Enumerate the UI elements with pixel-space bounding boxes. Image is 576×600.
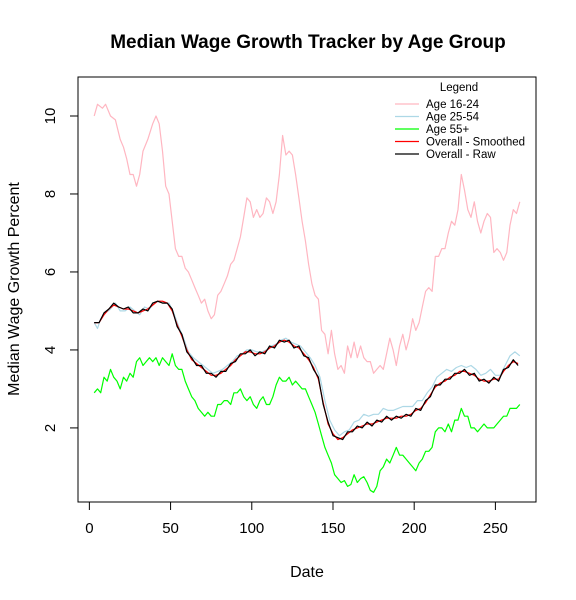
x-tick-label: 250 — [483, 520, 508, 537]
x-tick-label: 100 — [239, 520, 264, 537]
series-line-overall-smoothed — [94, 300, 519, 441]
series-line-age-16-24 — [93, 103, 521, 374]
legend-label-overall-raw: Overall - Raw — [426, 149, 496, 161]
series-layer — [93, 103, 521, 493]
legend-label-age-25-54: Age 25-54 — [426, 112, 480, 124]
series-line-overall-raw — [94, 300, 519, 441]
y-tick-label: 2 — [42, 424, 59, 432]
legend-title: Legend — [440, 82, 478, 94]
legend-label-overall-smoothed: Overall - Smoothed — [426, 137, 525, 149]
x-tick-label: 200 — [402, 520, 427, 537]
x-axis: 0 50 100 150 200 250 — [85, 501, 508, 537]
x-axis-title: Date — [290, 564, 324, 581]
x-tick-label: 0 — [85, 520, 93, 537]
y-tick-label: 4 — [42, 346, 59, 354]
series-line-age-25-54 — [93, 300, 521, 437]
y-axis-title: Median Wage Growth Percent — [6, 182, 23, 396]
series-line-age-55 — [93, 353, 521, 493]
y-axis: 2 4 6 8 10 — [42, 108, 79, 432]
chart-title: Median Wage Growth Tracker by Age Group — [110, 32, 506, 53]
legend-label-age-55: Age 55+ — [426, 124, 469, 136]
y-tick-label: 10 — [42, 108, 59, 125]
y-tick-label: 8 — [42, 190, 59, 198]
x-tick-label: 50 — [162, 520, 179, 537]
y-tick-label: 6 — [42, 268, 59, 276]
legend-label-age-16-24: Age 16-24 — [426, 99, 480, 111]
x-tick-label: 150 — [320, 520, 345, 537]
